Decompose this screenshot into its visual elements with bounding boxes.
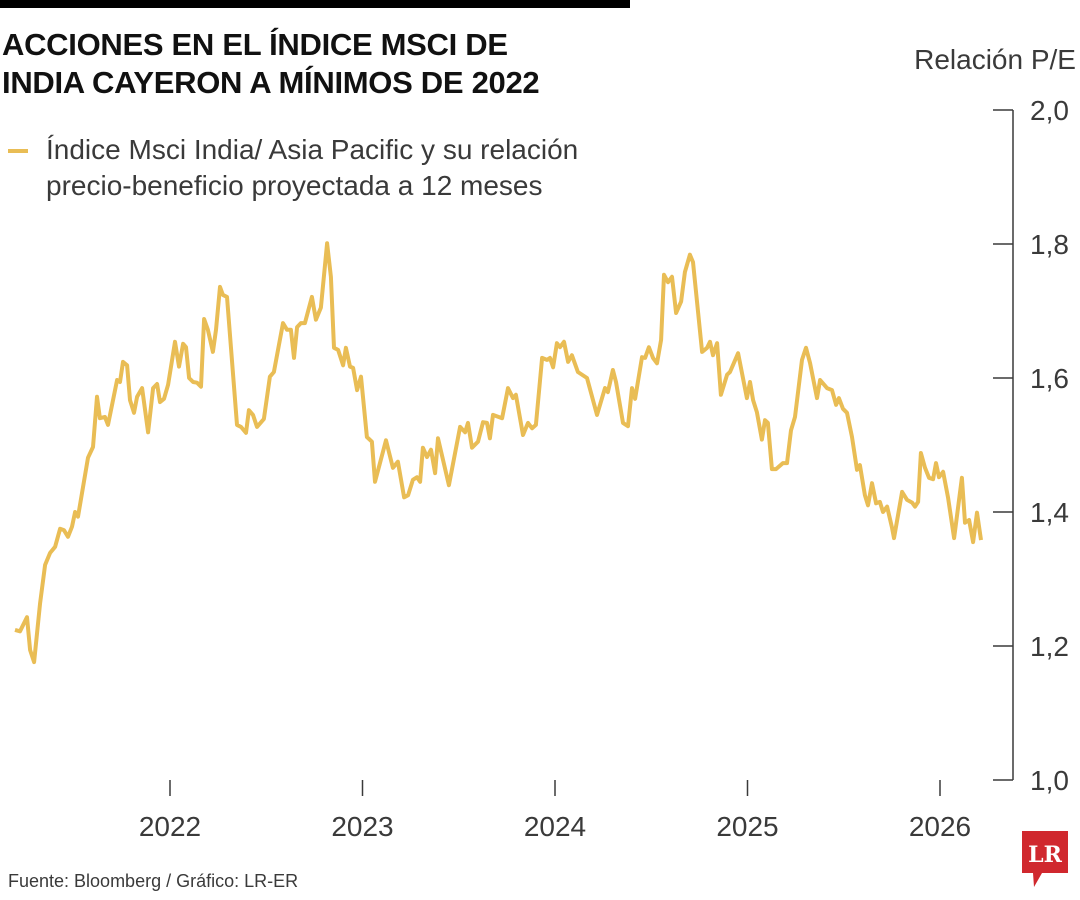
title-line-2: INDIA CAYERON A MÍNIMOS DE 2022: [2, 65, 540, 100]
legend-line-1: Índice Msci India/ Asia Pacific y su rel…: [46, 134, 579, 165]
x-tick-label: 2026: [909, 811, 971, 842]
top-rule: [0, 0, 630, 8]
x-tick-label: 2025: [716, 811, 778, 842]
legend-label: Índice Msci India/ Asia Pacific y su rel…: [46, 132, 578, 204]
x-tick-label: 2023: [331, 811, 393, 842]
lr-logo: LR: [1022, 831, 1068, 887]
y-tick-label: 1,0: [1030, 765, 1069, 796]
legend-line-2: precio-beneficio proyectada a 12 meses: [46, 170, 543, 201]
series-line-msci-india-pe: [14, 241, 983, 665]
y-tick-label: 2,0: [1030, 95, 1069, 126]
y-tick-label: 1,4: [1030, 497, 1069, 528]
svg-text:LR: LR: [1028, 842, 1062, 868]
legend-swatch: [8, 149, 28, 153]
x-tick-label: 2022: [139, 811, 201, 842]
y-tick-label: 1,6: [1030, 363, 1069, 394]
source-note: Fuente: Bloomberg / Gráfico: LR-ER: [8, 871, 299, 891]
legend: Índice Msci India/ Asia Pacific y su rel…: [8, 132, 578, 204]
y-axis-title: Relación P/E: [914, 44, 1076, 75]
x-tick-label: 2024: [524, 811, 586, 842]
y-tick-label: 1,8: [1030, 229, 1069, 260]
y-tick-label: 1,2: [1030, 631, 1069, 662]
axes: 1,0 1,2 1,4 1,6 1,8 2,0 2022 2023 2024 2025 2026: [139, 95, 1069, 842]
chart-title: ACCIONES EN EL ÍNDICE MSCI DE INDIA CAYE…: [2, 26, 540, 102]
title-line-1: ACCIONES EN EL ÍNDICE MSCI DE: [2, 27, 508, 62]
